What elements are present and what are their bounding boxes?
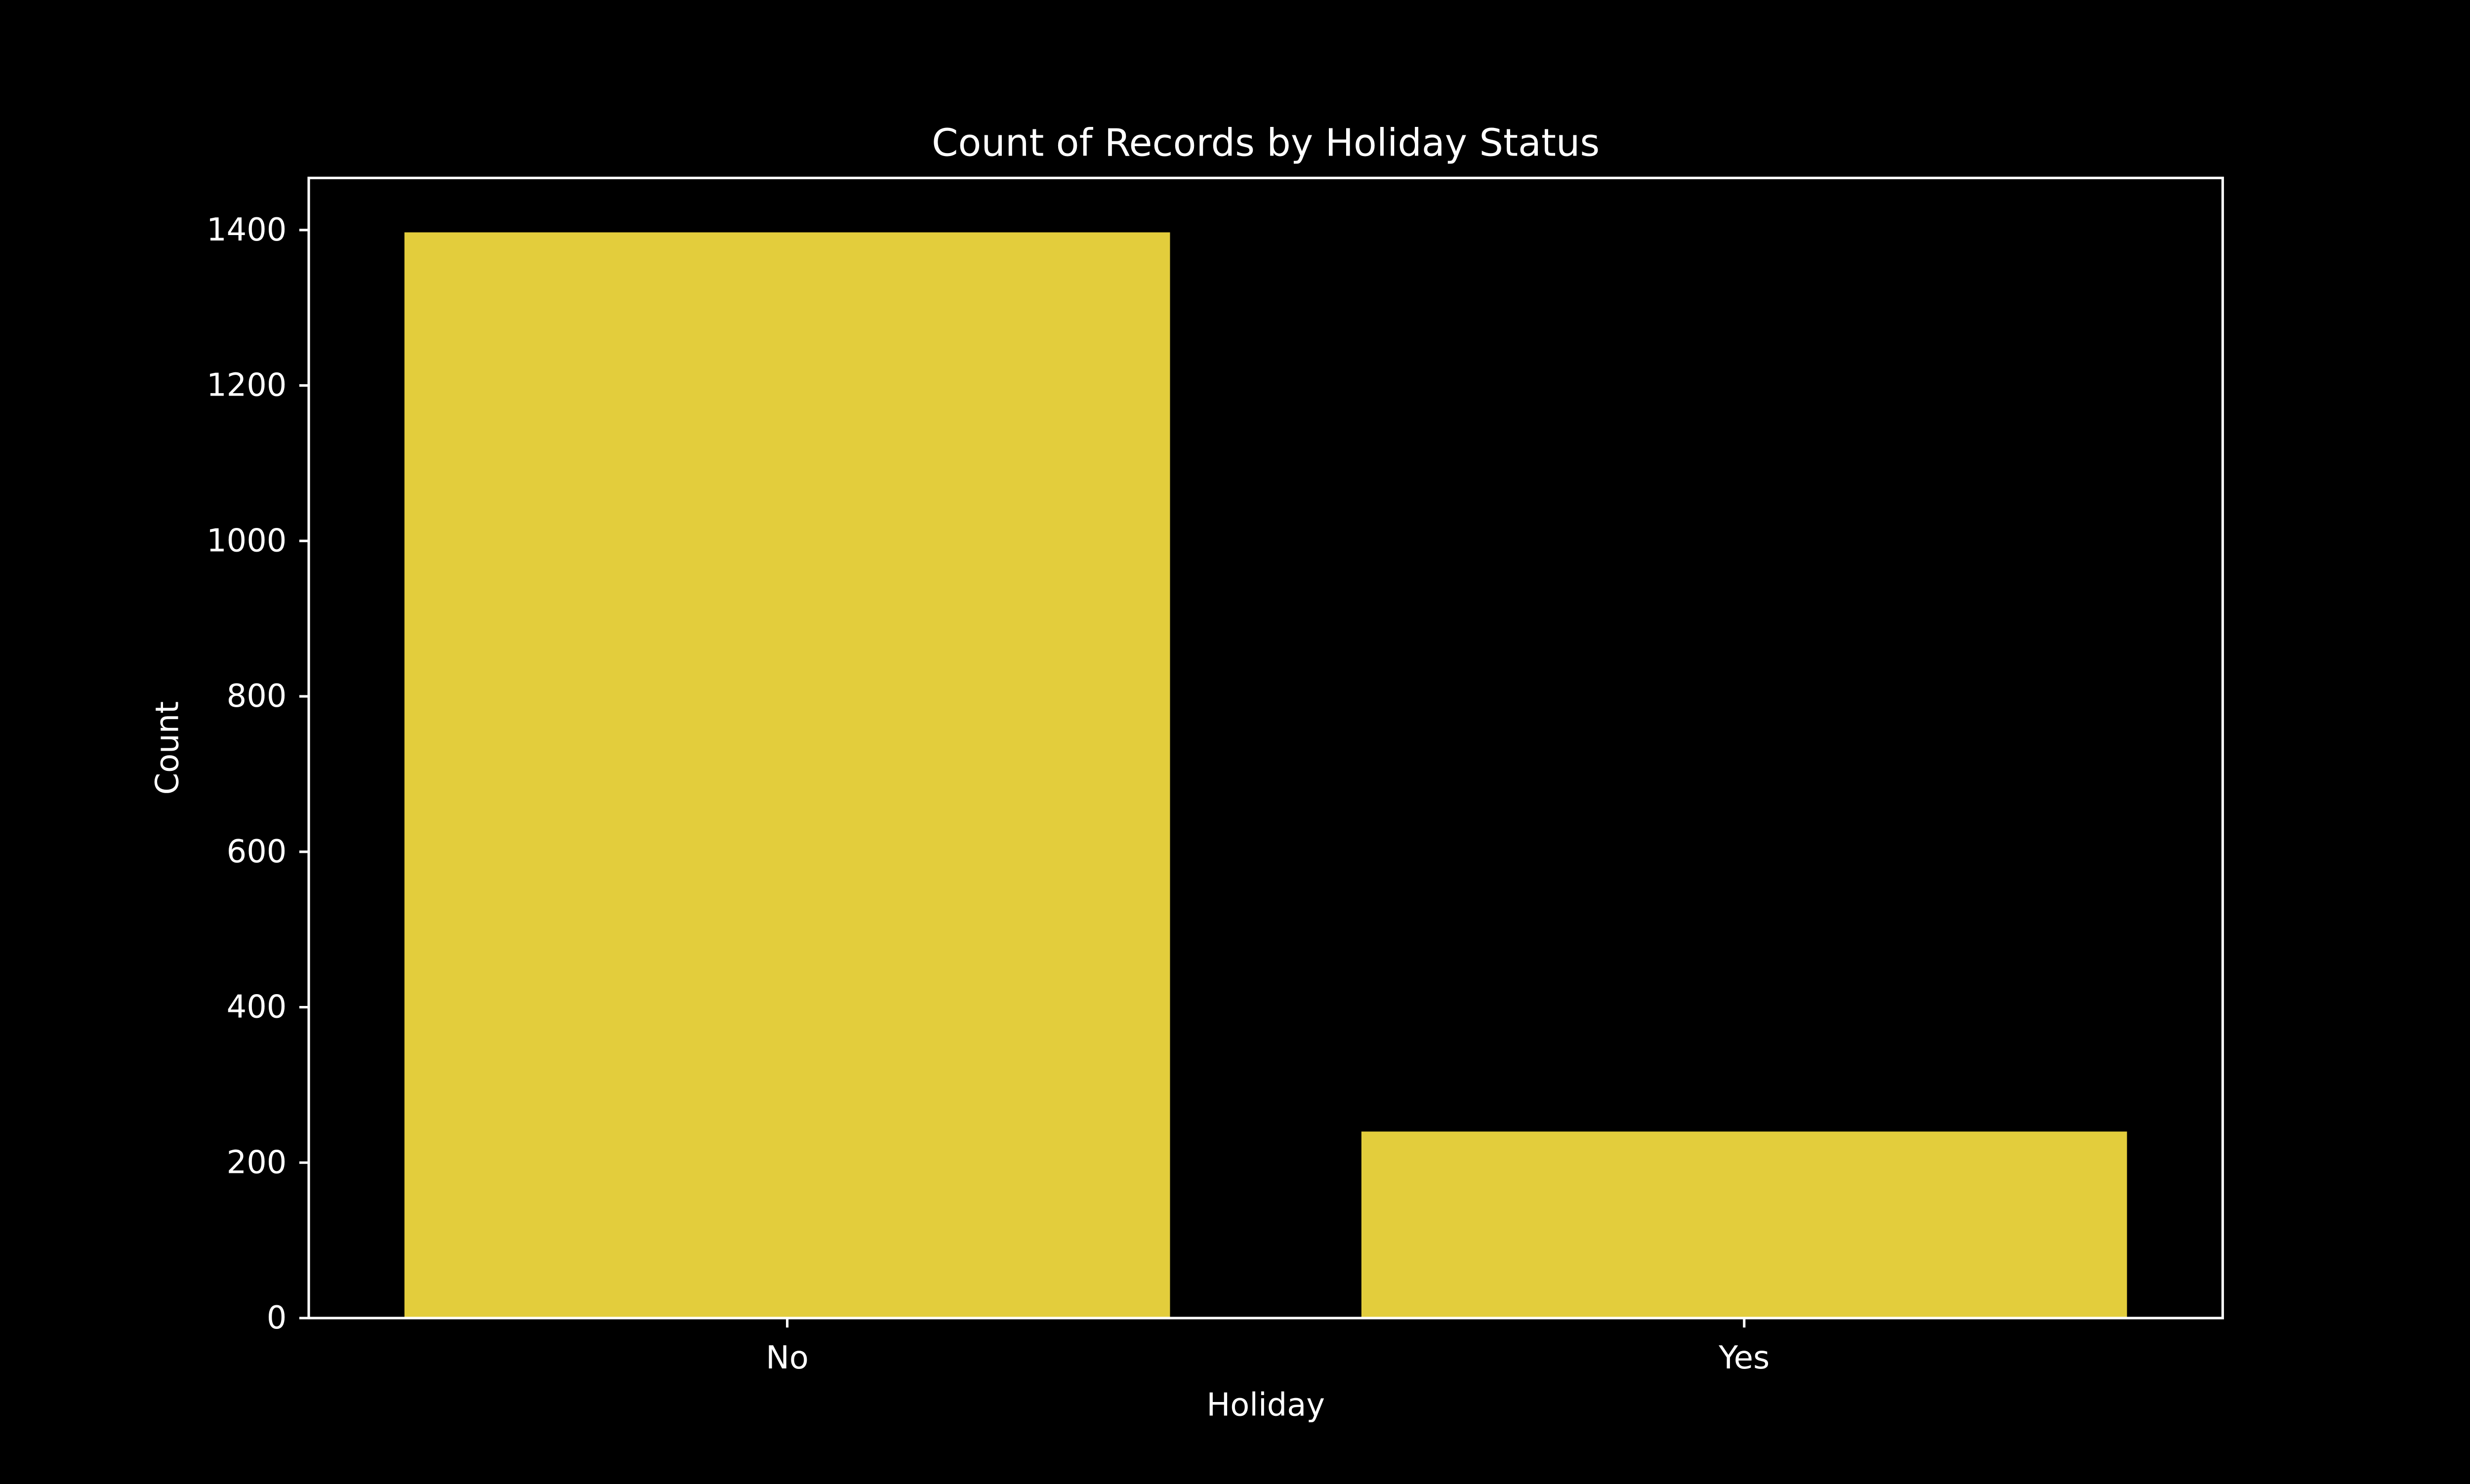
- y-tick-label: 800: [227, 678, 287, 715]
- y-tick-label: 200: [227, 1144, 287, 1181]
- y-axis-label: Count: [149, 701, 186, 795]
- y-tick-label: 1000: [206, 522, 287, 559]
- bars-layer: [404, 232, 2127, 1319]
- y-tick-label: 600: [227, 834, 287, 870]
- x-tick-label-no: No: [766, 1340, 809, 1376]
- plot-frame: [307, 176, 2224, 1320]
- y-tick-label: 1400: [206, 212, 287, 248]
- y-tick-label: 1200: [206, 367, 287, 404]
- y-tick-label: 0: [267, 1300, 287, 1336]
- bar-no: [404, 232, 1170, 1319]
- bar-yes: [1361, 1131, 2127, 1319]
- chart-title: Count of Records by Holiday Status: [932, 121, 1600, 165]
- axes-layer: 0 200 400 600 800 1000 1200 1400 No Yes: [206, 176, 2224, 1376]
- y-tick-label: 400: [227, 989, 287, 1026]
- x-axis-label: Holiday: [1206, 1387, 1325, 1424]
- x-tick-label-yes: Yes: [1718, 1340, 1770, 1376]
